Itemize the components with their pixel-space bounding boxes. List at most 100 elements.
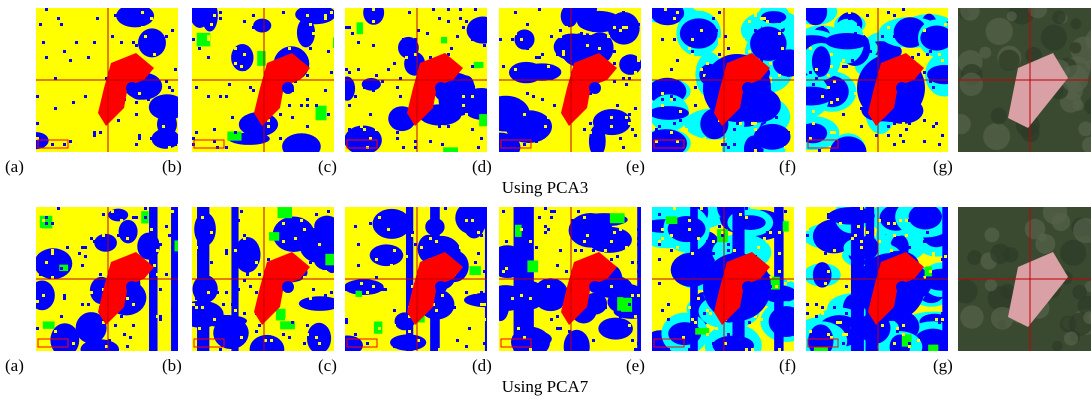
- pixel: [90, 270, 93, 273]
- pixel: [102, 234, 105, 237]
- pixel: [673, 207, 676, 210]
- pixel: [372, 8, 375, 11]
- pixel: [462, 104, 465, 107]
- pixel: [827, 86, 830, 89]
- legend-box: [346, 338, 378, 348]
- pixel: [108, 339, 111, 342]
- pixel: [565, 270, 568, 273]
- pixel: [709, 252, 712, 255]
- pixel: [255, 8, 258, 11]
- pixel: [288, 47, 291, 50]
- pixel: [613, 231, 616, 234]
- pixel: [81, 77, 84, 80]
- pixel: [697, 237, 700, 240]
- pixel: [195, 306, 198, 309]
- pixel: [330, 291, 333, 294]
- texture: [979, 46, 992, 59]
- pixel: [459, 8, 462, 11]
- pixel: [378, 339, 381, 342]
- pixel: [778, 20, 781, 23]
- legend-box: [37, 338, 69, 348]
- pixel: [195, 149, 198, 152]
- pixel: [878, 219, 881, 222]
- pixel: [309, 261, 312, 264]
- pixel: [255, 291, 258, 294]
- pixel: [529, 348, 532, 351]
- pixel: [282, 240, 285, 243]
- blue-blob: [455, 207, 487, 235]
- pixel: [706, 264, 709, 267]
- legend-box: [37, 139, 69, 149]
- pixel: [243, 312, 246, 315]
- pixel: [138, 92, 141, 95]
- texture: [1077, 295, 1091, 316]
- green-patch: [227, 131, 242, 141]
- pixel: [312, 288, 315, 291]
- pixel: [348, 26, 351, 29]
- blue-blob: [148, 94, 178, 121]
- panel-content: [499, 207, 641, 351]
- pixel: [628, 303, 631, 306]
- pixel: [541, 47, 544, 50]
- pixel: [396, 306, 399, 309]
- legend-box: [653, 338, 685, 348]
- pixel: [249, 285, 252, 288]
- panel-content: [499, 8, 641, 152]
- red-region: [868, 53, 924, 126]
- pixel: [914, 41, 917, 44]
- red-region: [98, 53, 154, 126]
- pixel: [715, 348, 718, 351]
- pixel: [586, 44, 589, 47]
- pixel: [673, 255, 676, 258]
- green-patch: [695, 328, 710, 335]
- pixel: [51, 249, 54, 252]
- pixel: [396, 137, 399, 140]
- pixel: [345, 321, 348, 324]
- pixel: [553, 216, 556, 219]
- texture: [990, 243, 1011, 264]
- pixel: [511, 306, 514, 309]
- pixel: [354, 333, 357, 336]
- pixel: [306, 104, 309, 107]
- pixel: [63, 137, 66, 140]
- pixel: [727, 146, 730, 149]
- pixel: [432, 8, 435, 11]
- pixel: [736, 122, 739, 125]
- pixel: [589, 32, 592, 35]
- pixel: [547, 303, 550, 306]
- panel-label: (b): [162, 157, 182, 176]
- texture: [1070, 18, 1082, 30]
- pixel: [748, 20, 751, 23]
- pixel: [306, 324, 309, 327]
- pixel: [93, 53, 96, 56]
- pixel: [405, 56, 408, 59]
- pixel: [96, 17, 99, 20]
- pixel: [818, 276, 821, 279]
- pixel: [105, 23, 108, 26]
- red-region: [714, 252, 770, 325]
- pixel: [845, 219, 848, 222]
- pixel: [60, 23, 63, 26]
- pixel: [462, 101, 465, 104]
- pixel: [378, 309, 381, 312]
- pixel: [830, 207, 833, 210]
- pixel: [664, 279, 667, 282]
- green-patch: [355, 290, 363, 297]
- blue-blob: [914, 328, 948, 351]
- pixel: [842, 333, 845, 336]
- pixel: [243, 279, 246, 282]
- pixel: [637, 342, 640, 345]
- pixel: [857, 225, 860, 228]
- pixel: [709, 312, 712, 315]
- pixel: [270, 339, 273, 342]
- texture: [1069, 42, 1082, 54]
- pixel: [881, 324, 884, 327]
- pixel: [622, 327, 625, 330]
- pixel: [297, 119, 300, 122]
- pixel: [39, 228, 42, 231]
- pixel: [303, 125, 306, 128]
- pixel: [715, 140, 718, 143]
- pixel: [288, 95, 291, 98]
- pixel: [135, 44, 138, 47]
- pixel: [613, 62, 616, 65]
